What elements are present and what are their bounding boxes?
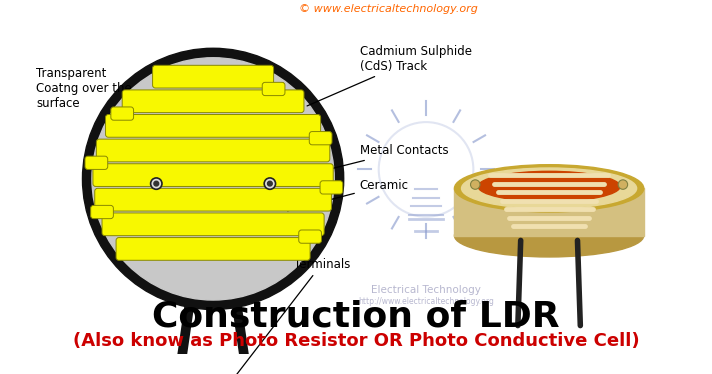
FancyBboxPatch shape — [122, 90, 304, 113]
Circle shape — [151, 178, 162, 189]
FancyBboxPatch shape — [102, 213, 324, 236]
FancyBboxPatch shape — [95, 188, 331, 211]
Text: © www.electricaltechnology.org: © www.electricaltechnology.org — [299, 3, 478, 13]
Circle shape — [154, 181, 159, 186]
Text: Transparent
Coatng over the
surface: Transparent Coatng over the surface — [36, 67, 139, 110]
Circle shape — [471, 180, 480, 189]
FancyBboxPatch shape — [309, 132, 332, 145]
Text: Construction of LDR: Construction of LDR — [152, 299, 560, 333]
Text: (Also know as Photo Resistor OR Photo Conductive Cell): (Also know as Photo Resistor OR Photo Co… — [73, 332, 639, 350]
FancyBboxPatch shape — [152, 65, 273, 88]
FancyBboxPatch shape — [96, 139, 330, 162]
Ellipse shape — [461, 168, 637, 209]
Text: Electrical Technology: Electrical Technology — [371, 285, 481, 295]
FancyBboxPatch shape — [105, 114, 320, 137]
FancyBboxPatch shape — [320, 181, 342, 194]
Circle shape — [268, 181, 272, 186]
Circle shape — [618, 180, 628, 189]
Text: Ceramic: Ceramic — [288, 179, 409, 211]
FancyBboxPatch shape — [299, 230, 321, 243]
Circle shape — [264, 178, 276, 189]
Text: Metal Contacts: Metal Contacts — [274, 144, 449, 183]
FancyBboxPatch shape — [90, 205, 113, 219]
Ellipse shape — [478, 171, 620, 202]
Text: Terminals: Terminals — [234, 258, 350, 374]
Circle shape — [83, 48, 344, 310]
Bar — [454, 188, 644, 236]
Ellipse shape — [454, 214, 644, 257]
FancyBboxPatch shape — [111, 107, 134, 120]
FancyBboxPatch shape — [85, 156, 108, 169]
Ellipse shape — [454, 165, 644, 212]
Text: Cadmium Sulphide
(CdS) Track: Cadmium Sulphide (CdS) Track — [307, 45, 472, 106]
FancyBboxPatch shape — [116, 237, 310, 260]
FancyBboxPatch shape — [262, 82, 285, 96]
Text: http://www.electricaltechnology.org: http://www.electricaltechnology.org — [358, 297, 494, 306]
FancyBboxPatch shape — [93, 164, 333, 187]
Circle shape — [92, 58, 334, 300]
